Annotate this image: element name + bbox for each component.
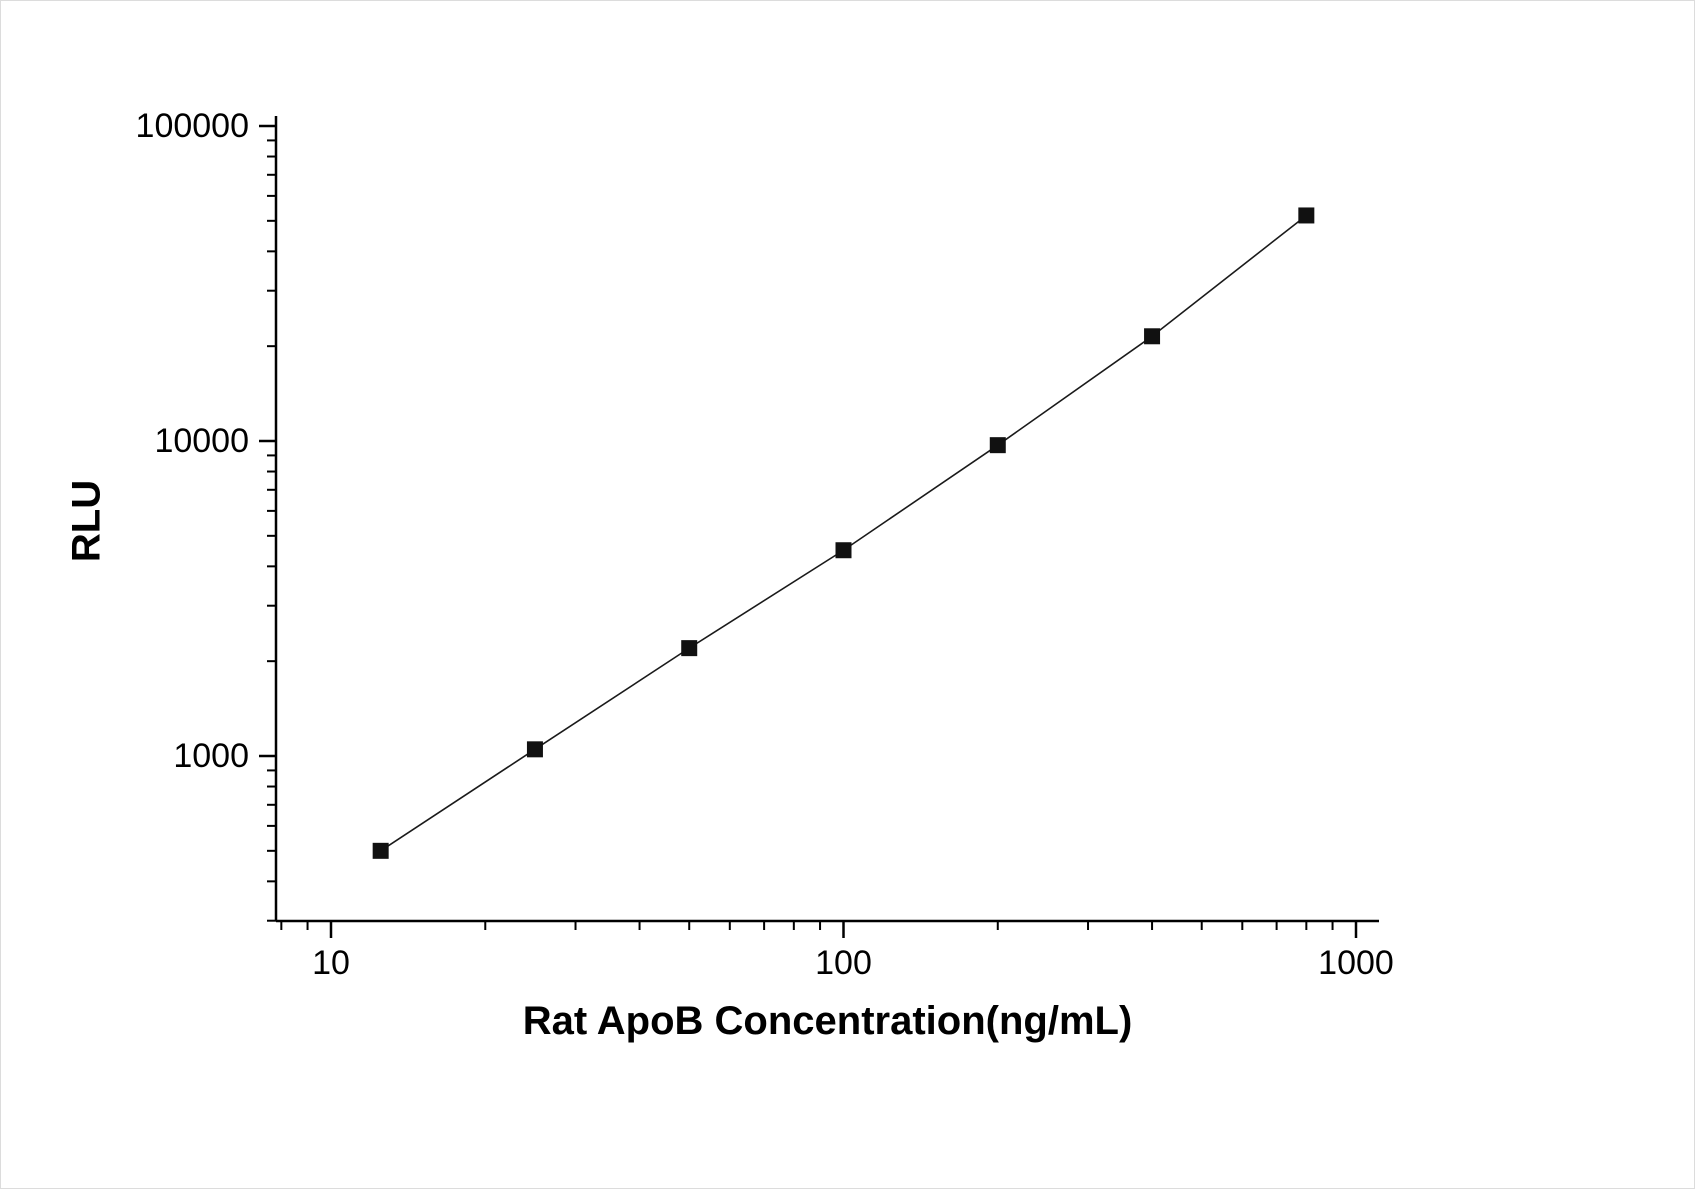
y-axis-title: RLU xyxy=(64,479,109,563)
x-axis-title: Rat ApoB Concentration(ng/mL) xyxy=(522,999,1133,1043)
data-point-marker xyxy=(1144,328,1161,345)
series-line xyxy=(380,214,1307,852)
x-tick-label: 100 xyxy=(815,944,872,982)
data-point-marker xyxy=(989,437,1006,454)
x-tick-label: 10 xyxy=(312,944,350,982)
data-point-marker xyxy=(681,640,698,657)
y-tick-label: 1000 xyxy=(173,737,249,775)
data-point-marker xyxy=(372,842,389,859)
data-point-marker xyxy=(835,542,852,559)
y-tick-label: 10000 xyxy=(154,422,249,460)
data-point-marker xyxy=(1298,207,1315,224)
data-point-marker xyxy=(526,741,543,758)
y-tick-label: 100000 xyxy=(136,107,249,145)
x-tick-label: 1000 xyxy=(1318,944,1394,982)
